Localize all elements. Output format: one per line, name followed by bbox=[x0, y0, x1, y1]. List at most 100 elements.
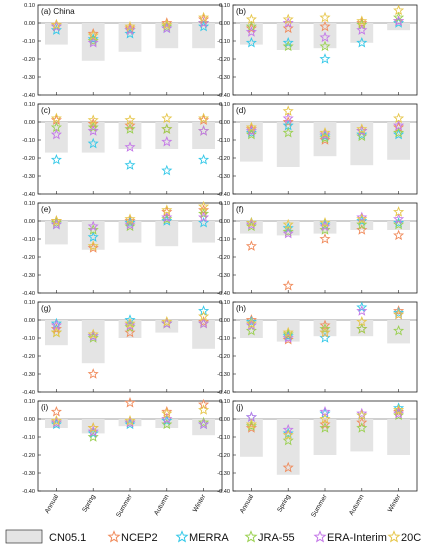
star-20cr-summer bbox=[319, 216, 331, 228]
star-20cr-spring bbox=[87, 240, 99, 251]
star-merra-summer bbox=[124, 216, 136, 228]
star-erai-annual bbox=[245, 218, 257, 230]
star-20cr-autumn bbox=[161, 315, 173, 327]
category-label-autumn: Autumn bbox=[153, 493, 171, 516]
star-20cr-winter bbox=[393, 112, 405, 124]
y-tick-label: 0.10 bbox=[24, 201, 35, 207]
star-jra55-summer bbox=[319, 132, 331, 143]
star-merra-winter bbox=[198, 153, 210, 165]
panel-10: 0.10 0.00 -0.10 -0.20 -0.30 -0.40 (j) Annual Spr… bbox=[217, 399, 418, 519]
star-20cr-spring bbox=[87, 328, 99, 340]
star-20cr-winter bbox=[393, 206, 405, 217]
star-merra-summer bbox=[319, 130, 331, 142]
star-erai-summer bbox=[124, 319, 136, 331]
star-20cr-spring bbox=[282, 218, 294, 230]
star-erai-winter bbox=[198, 418, 210, 430]
panel-label: (i) bbox=[41, 403, 49, 412]
bar-cn05-spring bbox=[81, 23, 105, 61]
y-tick-label: -0.10 bbox=[217, 39, 230, 45]
star-merra-spring bbox=[87, 137, 99, 149]
bar-cn05-spring bbox=[276, 23, 300, 50]
star-erai-annual bbox=[50, 416, 62, 428]
star-erai-autumn bbox=[161, 413, 173, 424]
star-erai-summer bbox=[124, 416, 136, 428]
star-merra-autumn bbox=[356, 301, 368, 313]
star-merra-spring bbox=[87, 33, 99, 44]
star-jra55-winter bbox=[393, 218, 405, 230]
legend-star-erai bbox=[313, 530, 327, 543]
star-ncep2-spring bbox=[87, 368, 99, 379]
y-tick-label: 0.00 bbox=[219, 318, 230, 324]
panel-6: 0.10 0.00 -0.10 -0.20 -0.30 -0.40 (f) bbox=[217, 201, 418, 297]
star-jra55-summer bbox=[319, 422, 331, 433]
legend-label-ncep2: NCEP2 bbox=[121, 532, 158, 544]
panel-label: (a) China bbox=[41, 7, 75, 16]
y-tick-label: 0.10 bbox=[24, 399, 35, 405]
star-ncep2-winter bbox=[393, 405, 405, 417]
star-20cr-winter bbox=[393, 4, 405, 16]
y-tick-label: -0.40 bbox=[22, 291, 35, 297]
star-20cr-annual bbox=[245, 317, 257, 329]
category-label-annual: Annual bbox=[239, 493, 256, 515]
star-jra55-annual bbox=[50, 216, 62, 228]
legend-label-20cr: 20CR bbox=[401, 532, 422, 544]
star-erai-autumn bbox=[161, 211, 173, 223]
star-20cr-annual bbox=[50, 112, 62, 124]
legend-star-jra55 bbox=[244, 530, 258, 543]
y-tick-label: -0.30 bbox=[217, 471, 230, 477]
star-merra-summer bbox=[319, 332, 331, 343]
y-tick-label: -0.30 bbox=[22, 273, 35, 279]
panel-frame bbox=[232, 202, 418, 294]
star-merra-winter bbox=[393, 17, 405, 28]
star-jra55-autumn bbox=[161, 418, 173, 430]
star-ncep2-annual bbox=[50, 323, 62, 334]
bar-cn05-autumn bbox=[155, 122, 179, 149]
star-erai-annual bbox=[245, 26, 257, 37]
y-tick-label: 0.00 bbox=[24, 417, 35, 423]
star-jra55-autumn bbox=[356, 323, 368, 334]
star-20cr-summer bbox=[319, 413, 331, 424]
panel-8: 0.10 0.00 -0.10 -0.20 -0.30 -0.40 (h) bbox=[217, 300, 418, 396]
star-ncep2-annual bbox=[50, 405, 62, 417]
star-20cr-spring bbox=[282, 429, 294, 440]
legend-star-20cr bbox=[387, 530, 401, 543]
y-tick-label: -0.20 bbox=[22, 453, 35, 459]
y-tick-label: -0.30 bbox=[22, 372, 35, 378]
y-tick-label: -0.40 bbox=[22, 489, 35, 495]
star-erai-winter bbox=[198, 211, 210, 223]
star-erai-autumn bbox=[356, 24, 368, 35]
star-20cr-annual bbox=[245, 121, 257, 133]
bar-cn05-winter bbox=[192, 23, 216, 49]
y-tick-label: -0.30 bbox=[217, 273, 230, 279]
y-tick-label: -0.30 bbox=[22, 75, 35, 81]
star-jra55-spring bbox=[87, 332, 99, 343]
bar-cn05-spring bbox=[81, 122, 105, 153]
star-ncep2-winter bbox=[393, 305, 405, 316]
bar-cn05-spring bbox=[81, 320, 105, 364]
bar-cn05-winter bbox=[387, 320, 411, 344]
star-merra-autumn bbox=[356, 128, 368, 140]
star-jra55-winter bbox=[393, 409, 405, 421]
star-20cr-autumn bbox=[356, 123, 368, 134]
star-jra55-summer bbox=[319, 224, 331, 235]
y-tick-label: 0.10 bbox=[219, 201, 230, 207]
star-jra55-autumn bbox=[356, 130, 368, 142]
star-20cr-spring bbox=[87, 114, 99, 125]
y-tick-label: -0.10 bbox=[22, 138, 35, 144]
star-erai-winter bbox=[198, 125, 210, 136]
bar-cn05-summer bbox=[118, 122, 142, 149]
star-20cr-autumn bbox=[356, 409, 368, 421]
bar-cn05-winter bbox=[192, 320, 216, 349]
star-erai-annual bbox=[50, 218, 62, 230]
star-ncep2-summer bbox=[124, 326, 136, 338]
star-erai-summer bbox=[319, 220, 331, 232]
star-ncep2-spring bbox=[282, 22, 294, 34]
bar-cn05-winter bbox=[192, 122, 216, 149]
category-label-winter: Winter bbox=[387, 493, 403, 514]
star-20cr-winter bbox=[198, 404, 210, 415]
y-tick-label: 0.00 bbox=[24, 21, 35, 27]
panel-label: (g) bbox=[41, 304, 51, 313]
star-merra-autumn bbox=[161, 414, 173, 426]
star-erai-winter bbox=[393, 407, 405, 419]
y-tick-label: -0.10 bbox=[217, 435, 230, 441]
